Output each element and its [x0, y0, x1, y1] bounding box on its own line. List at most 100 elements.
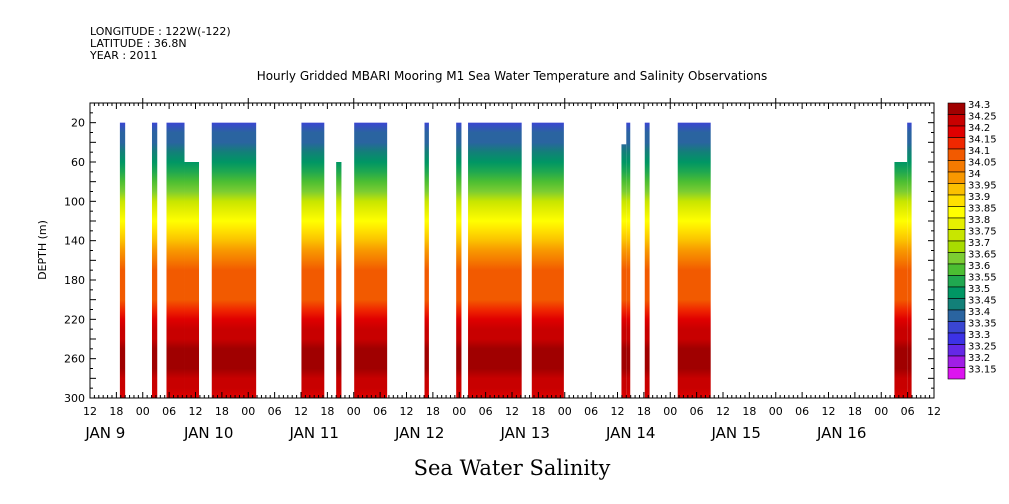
data-segment-4	[211, 122, 257, 399]
legend-swatch	[947, 263, 966, 276]
x-tick-label: 00	[558, 405, 572, 418]
x-tick-label: 12	[611, 405, 625, 418]
legend-swatch	[947, 367, 966, 380]
legend-swatch	[947, 206, 966, 219]
legend-label: 33.7	[968, 238, 990, 249]
data-segment-16	[894, 162, 908, 398]
data-segment-12	[621, 144, 627, 398]
x-tick-label: 06	[162, 405, 176, 418]
legend-swatch	[947, 355, 966, 368]
data-segment-3	[184, 162, 200, 398]
legend-label: 34.25	[968, 112, 997, 123]
x-tick-label: 00	[769, 405, 783, 418]
date-label: JAN 16	[816, 424, 867, 442]
legend-swatch	[947, 102, 966, 115]
x-tick-label: 06	[690, 405, 704, 418]
y-tick-label: 140	[64, 235, 85, 248]
legend-label: 33.9	[968, 192, 990, 203]
legend-swatch	[947, 114, 966, 127]
date-label: JAN 13	[499, 424, 550, 442]
legend-label: 34.15	[968, 135, 997, 146]
x-tick-label: 18	[742, 405, 756, 418]
legend-swatch	[947, 240, 966, 253]
x-tick-label: 06	[795, 405, 809, 418]
x-tick-label: 12	[716, 405, 730, 418]
data-segment-2	[166, 122, 185, 399]
x-tick-label: 12	[189, 405, 203, 418]
y-tick-label: 220	[64, 313, 85, 326]
date-label: JAN 10	[183, 424, 234, 442]
data-segment-9	[456, 122, 462, 399]
legend-label: 33.5	[968, 284, 990, 295]
x-tick-label: 06	[268, 405, 282, 418]
x-tick-label: 12	[83, 405, 97, 418]
x-tick-label: 00	[136, 405, 150, 418]
y-tick-label: 260	[64, 353, 85, 366]
x-tick-label: 18	[215, 405, 229, 418]
legend-swatch	[947, 160, 966, 173]
legend-label: 33.15	[968, 365, 997, 376]
date-label: JAN 15	[710, 424, 761, 442]
data-segment-0	[119, 122, 126, 399]
x-tick-label: 12	[822, 405, 836, 418]
legend-label: 33.55	[968, 273, 997, 284]
longitude-text: LONGITUDE : 122W(-122)	[90, 25, 231, 38]
x-tick-label: 06	[584, 405, 598, 418]
data-segment-17	[907, 122, 912, 399]
y-tick-label: 300	[64, 392, 85, 405]
x-tick-label: 18	[109, 405, 123, 418]
legend-label: 34.05	[968, 158, 997, 169]
legend-label: 33.45	[968, 296, 997, 307]
x-tick-label: 00	[452, 405, 466, 418]
date-label: JAN 14	[605, 424, 656, 442]
x-tick-label: 18	[848, 405, 862, 418]
legend-swatch	[947, 217, 966, 230]
data-segment-15	[677, 122, 711, 399]
axis-layer: 12 18 00 06 12 18 00 06 12 18 00 06 12 18 00 06 12 18 00 06…	[64, 98, 941, 442]
data-segment-6	[336, 162, 342, 398]
data-segment-14	[644, 122, 650, 399]
heatmap-layer	[119, 122, 912, 399]
legend-label: 33.35	[968, 319, 997, 330]
legend-swatch	[947, 344, 966, 357]
legend-label: 33.3	[968, 330, 990, 341]
variable-title: Sea Water Salinity	[414, 456, 611, 480]
color-legend: 34.334.2534.234.1534.134.053433.9533.933…	[947, 100, 997, 380]
date-label: JAN 12	[394, 424, 445, 442]
legend-label: 33.85	[968, 204, 997, 215]
x-tick-label: 12	[505, 405, 519, 418]
legend-label: 33.25	[968, 342, 997, 353]
date-label: JAN 11	[288, 424, 339, 442]
legend-label: 33.4	[968, 307, 990, 318]
legend-label: 34.2	[968, 123, 990, 134]
legend-swatch	[947, 309, 966, 322]
date-label: JAN 9	[84, 424, 125, 442]
x-tick-label: 18	[531, 405, 545, 418]
data-segment-8	[424, 122, 429, 399]
legend-swatch	[947, 194, 966, 207]
legend-swatch	[947, 252, 966, 265]
legend-label: 33.6	[968, 261, 990, 272]
data-segment-10	[468, 122, 522, 399]
legend-swatch	[947, 321, 966, 334]
x-tick-label: 18	[320, 405, 334, 418]
location-header: LONGITUDE : 122W(-122) LATITUDE : 36.8N …	[89, 25, 231, 62]
x-tick-label: 12	[294, 405, 308, 418]
legend-label: 33.65	[968, 250, 997, 261]
legend-label: 33.2	[968, 353, 990, 364]
x-tick-label: 00	[241, 405, 255, 418]
x-tick-label: 00	[663, 405, 677, 418]
x-tick-label: 12	[400, 405, 414, 418]
x-tick-label: 18	[637, 405, 651, 418]
x-tick-label: 06	[901, 405, 915, 418]
x-tick-label: 12	[927, 405, 941, 418]
x-tick-label: 06	[373, 405, 387, 418]
x-tick-label: 06	[479, 405, 493, 418]
data-segment-11	[531, 122, 564, 399]
x-tick-label: 00	[347, 405, 361, 418]
legend-label: 34.3	[968, 100, 990, 111]
legend-swatch	[947, 137, 966, 150]
legend-swatch	[947, 183, 966, 196]
legend-swatch	[947, 332, 966, 345]
